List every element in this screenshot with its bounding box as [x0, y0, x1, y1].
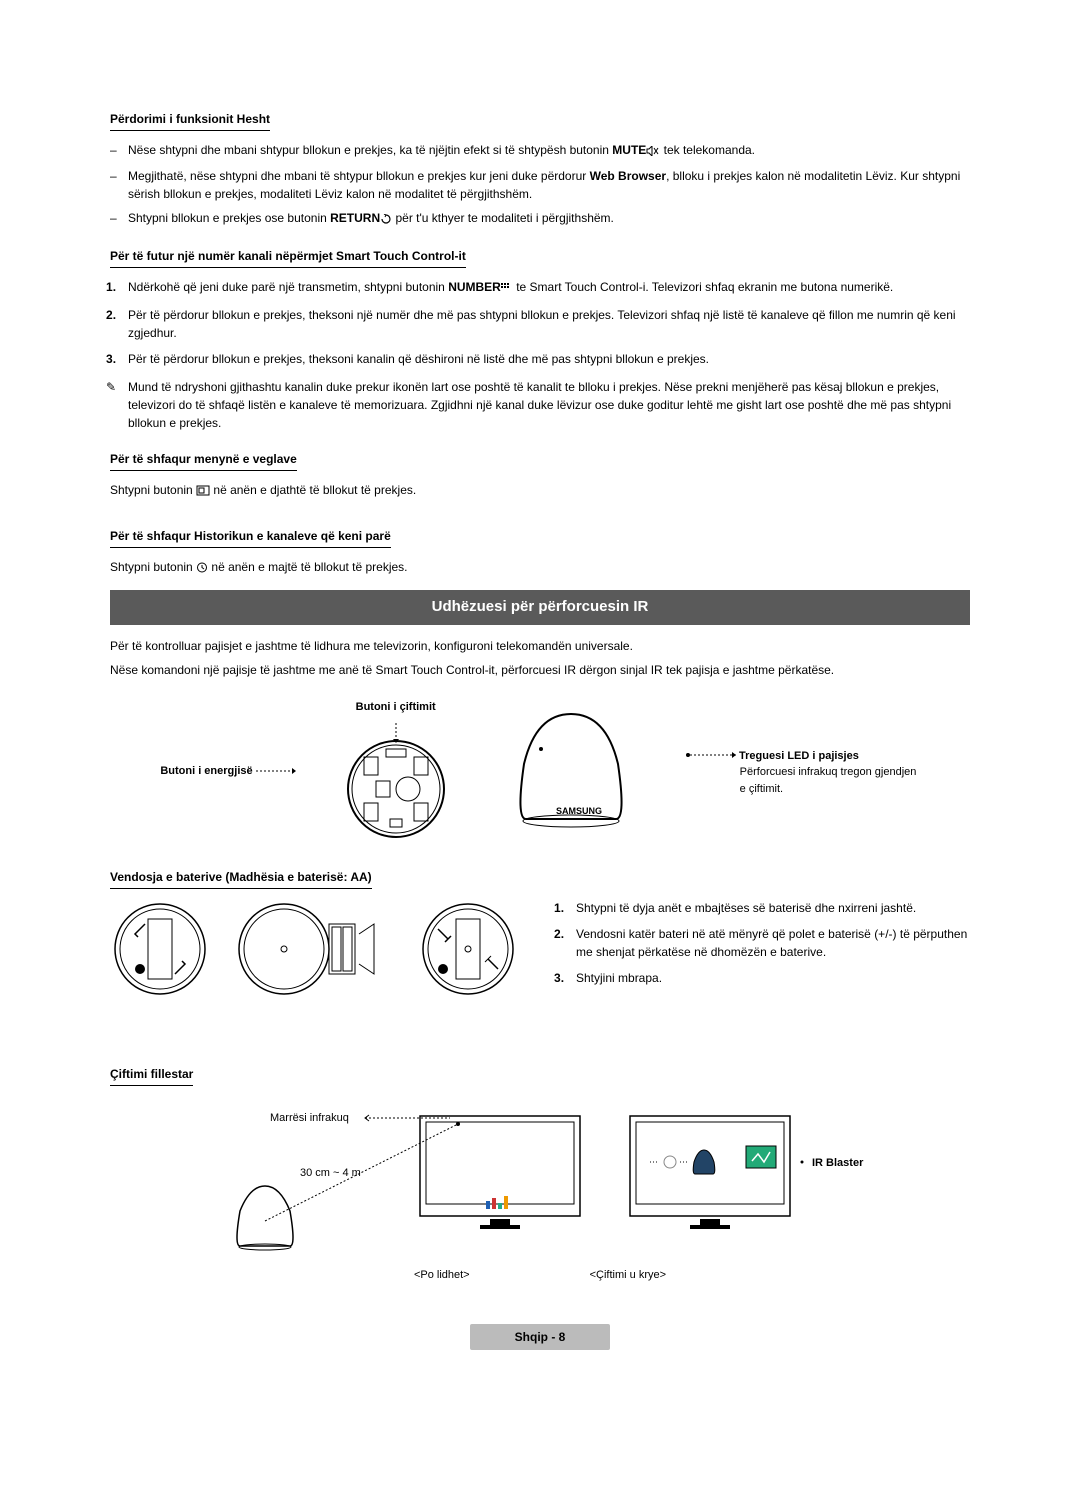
ir-intro-1: Për të kontrolluar pajisjet e jashtme të… — [110, 637, 970, 655]
ir-receiver-label: Marrësi infrakuq — [270, 1112, 349, 1124]
mute-section-title: Përdorimi i funksionit Hesht — [110, 110, 270, 131]
caption-paired: <Çiftimi u krye> — [590, 1267, 666, 1284]
pairing-section: Çiftimi fillestar Marrësi infrakuq 30 cm… — [110, 1065, 970, 1284]
tools-text: Shtypni butonin në anën e djathtë të bll… — [110, 481, 970, 501]
list-item: Për të përdorur bllokun e prekjes, theks… — [128, 350, 970, 368]
battery-step1-icon — [110, 899, 210, 999]
history-icon — [196, 560, 208, 578]
list-item: Shtypni të dyja anët e mbajtëses së bate… — [576, 899, 970, 917]
tools-section: Për të shfaqur menynë e veglave Shtypni … — [110, 450, 970, 501]
channel-steps: Ndërkohë që jeni duke parë një transmeti… — [128, 278, 970, 368]
list-item: Vendosni katër bateri në atë mënyrë që p… — [576, 925, 970, 961]
tools-section-title: Për të shfaqur menynë e veglave — [110, 450, 297, 471]
battery-figures — [110, 899, 528, 999]
list-item: Shtyjini mbrapa. — [576, 969, 970, 987]
power-button-label: Butoni i energjisë — [160, 763, 295, 780]
list-item: Për të përdorur bllokun e prekjes, theks… — [128, 306, 970, 342]
list-item: Megjithatë, nëse shtypni dhe mbani të sh… — [128, 167, 970, 203]
history-section-title: Për të shfaqur Historikun e kanaleve që … — [110, 527, 391, 548]
channel-note: Mund të ndryshoni gjithashtu kanalin duk… — [128, 378, 970, 432]
battery-section-title: Vendosja e baterive (Madhësia e baterisë… — [110, 868, 372, 889]
ir-blaster-label: IR Blaster — [812, 1157, 864, 1169]
battery-step2-icon — [234, 899, 384, 999]
channel-section: Për të futur një numër kanali nëpërmjet … — [110, 247, 970, 432]
channel-section-title: Për të futur një numër kanali nëpërmjet … — [110, 247, 466, 268]
history-section: Për të shfaqur Historikun e kanaleve që … — [110, 527, 970, 578]
history-text: Shtypni butonin në anën e majtë të bllok… — [110, 558, 970, 578]
pairing-diagram: Marrësi infrakuq 30 cm ~ 4 m — [190, 1106, 890, 1256]
page-number: Shqip - 8 — [470, 1324, 610, 1350]
led-indicator-label: Treguesi LED i pajisjes — [739, 750, 859, 762]
return-icon — [380, 211, 392, 229]
caption-connecting: <Po lidhet> — [414, 1267, 470, 1284]
mute-section: Përdorimi i funksionit Hesht Nëse shtypn… — [110, 110, 970, 229]
ir-diagram: Butoni i energjisë Butoni i çiftimit SAM… — [110, 699, 970, 845]
ir-front-view-icon: SAMSUNG — [496, 704, 646, 834]
led-indicator-sub: Përforcuesi infrakuq tregon gjendjen e ç… — [740, 764, 920, 797]
ir-intro-2: Nëse komandoni një pajisje të jashtme me… — [110, 661, 970, 679]
battery-section: Vendosja e baterive (Madhësia e baterisë… — [110, 868, 970, 1005]
mute-icon — [646, 143, 660, 161]
list-item: Shtypni bllokun e prekjes ose butonin RE… — [128, 209, 970, 229]
pairing-button-label: Butoni i çiftimit — [336, 699, 456, 716]
samsung-logo: SAMSUNG — [556, 806, 602, 816]
battery-steps-list: Shtypni të dyja anët e mbajtëses së bate… — [576, 899, 970, 995]
ir-bottom-view-icon — [336, 719, 456, 839]
tools-icon — [196, 483, 210, 501]
list-item: Ndërkohë që jeni duke parë një transmeti… — [128, 278, 970, 298]
number-icon — [501, 280, 513, 298]
pairing-section-title: Çiftimi fillestar — [110, 1065, 193, 1086]
list-item: Nëse shtypni dhe mbani shtypur bllokun e… — [128, 141, 970, 161]
mute-list: Nëse shtypni dhe mbani shtypur bllokun e… — [128, 141, 970, 229]
ir-banner: Udhëzuesi për përforcuesin IR — [110, 590, 970, 625]
battery-step3-icon — [408, 899, 528, 999]
